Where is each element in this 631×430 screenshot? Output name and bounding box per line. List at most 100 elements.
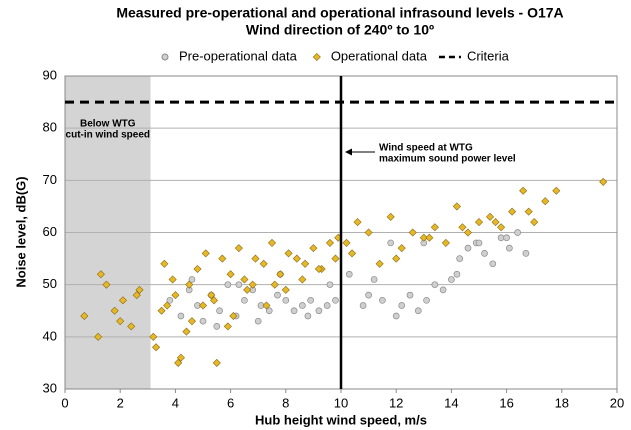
data-point <box>456 255 464 262</box>
x-tick-label: 4 <box>172 395 179 410</box>
data-point <box>299 302 306 309</box>
data-point <box>524 207 533 216</box>
annotation: Below WTG <box>80 119 136 130</box>
data-point <box>425 233 434 242</box>
data-point <box>430 223 439 232</box>
data-point <box>530 218 539 227</box>
x-tick-label: 6 <box>227 395 234 410</box>
data-point <box>463 228 472 237</box>
data-point <box>160 259 169 268</box>
data-point <box>118 296 127 305</box>
annotation: cut-in wind speed <box>66 130 150 141</box>
data-point <box>332 296 339 304</box>
data-point <box>243 285 252 294</box>
x-tick-label: 10 <box>334 395 348 410</box>
data-point <box>408 228 417 237</box>
data-point <box>552 186 561 195</box>
data-point <box>270 280 279 289</box>
x-tick-label: 18 <box>555 395 569 410</box>
data-point <box>174 358 183 367</box>
data-point <box>331 254 340 263</box>
x-tick-label: 0 <box>61 395 68 410</box>
data-point <box>284 249 293 258</box>
data-point <box>503 234 510 242</box>
data-point <box>259 259 268 268</box>
data-point <box>365 291 372 299</box>
data-point <box>254 317 262 325</box>
data-point <box>453 270 461 278</box>
data-point <box>116 317 125 326</box>
data-point <box>458 223 467 232</box>
data-point <box>439 286 447 294</box>
data-point <box>166 296 174 304</box>
data-point <box>235 281 243 289</box>
data-point <box>188 276 196 283</box>
data-point <box>379 296 386 304</box>
annotation: maximum sound power level <box>379 154 516 165</box>
data-point <box>248 280 257 289</box>
data-point <box>452 202 461 211</box>
data-point <box>262 301 271 310</box>
data-point <box>419 233 428 242</box>
data-point <box>290 307 298 315</box>
data-point <box>176 353 185 362</box>
data-point <box>314 264 323 274</box>
data-point <box>364 228 373 237</box>
x-tick-label: 20 <box>610 395 624 410</box>
data-point <box>307 296 314 304</box>
data-point <box>474 218 484 227</box>
data-point <box>519 186 528 195</box>
data-point <box>96 270 105 279</box>
legend-label: Criteria <box>467 48 510 63</box>
data-point <box>309 244 318 253</box>
data-point <box>276 270 285 279</box>
data-point <box>234 244 243 253</box>
data-point <box>353 218 362 227</box>
y-tick-label: 40 <box>43 328 57 343</box>
data-point <box>486 212 495 221</box>
data-point <box>522 250 530 257</box>
legend-marker <box>312 52 321 62</box>
data-point <box>201 249 210 258</box>
data-point <box>132 291 141 300</box>
data-point <box>315 307 323 315</box>
data-point <box>251 254 260 263</box>
data-point <box>223 322 232 331</box>
data-point <box>199 317 207 325</box>
data-point <box>387 239 395 247</box>
data-point <box>398 302 406 309</box>
data-point <box>397 244 406 253</box>
data-point <box>282 296 290 304</box>
x-axis-label: Hub height wind speed, m/s <box>255 412 427 427</box>
data-point <box>448 276 455 283</box>
data-point <box>506 244 513 252</box>
y-tick-label: 80 <box>43 120 57 135</box>
data-point <box>177 312 185 320</box>
data-point <box>304 312 312 320</box>
data-point <box>80 311 89 320</box>
data-point <box>216 307 223 315</box>
data-point <box>213 323 221 330</box>
y-tick-label: 50 <box>43 276 57 291</box>
data-point <box>149 332 158 341</box>
data-point <box>441 238 450 247</box>
data-point <box>326 281 334 289</box>
data-point <box>102 280 111 289</box>
data-point <box>226 270 235 279</box>
annotation: Wind speed at WTG <box>379 143 473 154</box>
data-point <box>370 276 378 283</box>
data-point <box>386 212 395 221</box>
chart-subtitle: Wind direction of 240º to 10º <box>246 22 434 38</box>
data-point <box>514 229 521 236</box>
data-point <box>168 275 177 284</box>
data-point <box>265 307 273 315</box>
data-point <box>325 238 334 247</box>
data-point <box>185 280 194 289</box>
data-point <box>94 332 103 341</box>
data-point <box>229 311 238 320</box>
data-point <box>345 270 353 278</box>
data-point <box>497 234 505 242</box>
data-point <box>508 207 517 216</box>
data-point <box>127 322 136 331</box>
